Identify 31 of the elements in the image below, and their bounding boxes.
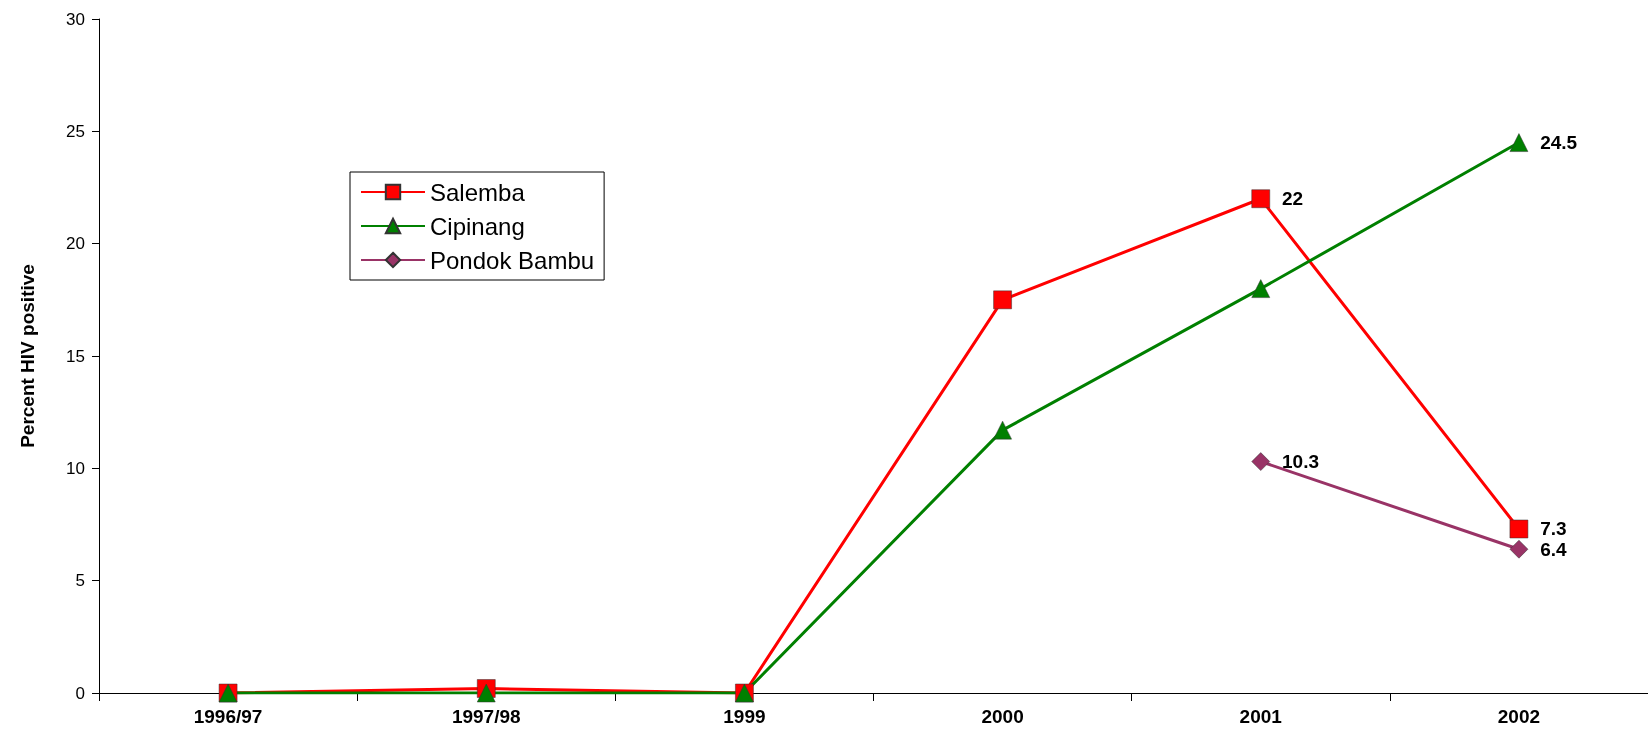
y-axis-title: Percent HIV positive	[17, 264, 38, 448]
point	[993, 290, 1012, 310]
y-tick-label: 5	[75, 571, 85, 591]
x-tick-label: 2001	[1239, 706, 1283, 727]
point	[1251, 279, 1270, 298]
y-tick-label: 0	[75, 683, 85, 703]
legend-label: Salemba	[430, 178, 526, 206]
y-tick-label: 20	[66, 234, 85, 254]
x-tick-label: 1997/98	[451, 706, 521, 727]
point	[477, 683, 496, 703]
x-tick-label: 2000	[981, 706, 1024, 727]
legend-label: Cipinang	[430, 212, 525, 240]
data-label: 10.3	[1282, 451, 1319, 473]
legend-label: Pondok Bambu	[430, 246, 595, 274]
data-label: 22	[1282, 188, 1304, 210]
data-label: 7.3	[1540, 518, 1567, 540]
point	[1509, 539, 1529, 559]
point	[1509, 133, 1529, 152]
point	[1251, 452, 1270, 471]
y-tick-label: 15	[66, 346, 85, 366]
point	[1251, 189, 1270, 208]
x-tick-label: 2002	[1497, 706, 1541, 727]
y-tick-label: 10	[66, 458, 85, 478]
x-tick-label: 1999	[723, 706, 766, 727]
point	[1509, 519, 1529, 539]
y-tick-label: 25	[66, 121, 85, 141]
data-label: 24.5	[1540, 132, 1578, 154]
y-tick-label: 30	[66, 9, 85, 29]
data-label: 6.4	[1540, 538, 1568, 560]
point	[993, 420, 1012, 440]
x-tick-label: 1996/97	[193, 706, 263, 727]
